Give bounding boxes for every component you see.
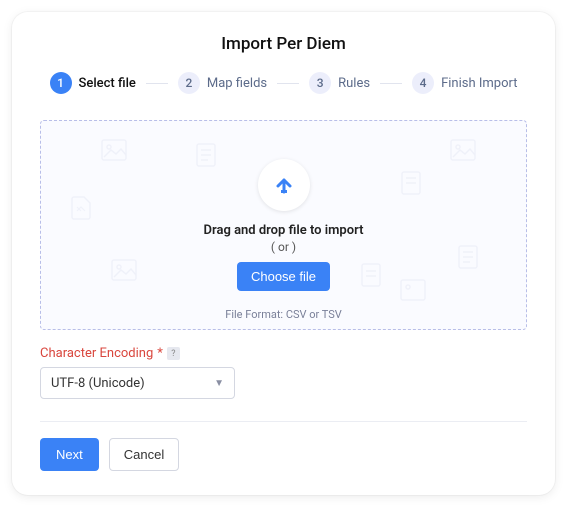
step-1[interactable]: 1 Select file xyxy=(50,72,136,94)
step-separator xyxy=(380,83,402,84)
help-icon[interactable]: ? xyxy=(167,347,180,360)
step-1-label: Select file xyxy=(79,76,136,91)
step-separator xyxy=(146,83,168,84)
cancel-button[interactable]: Cancel xyxy=(109,438,179,471)
step-2-number: 2 xyxy=(178,72,200,94)
step-4-number: 4 xyxy=(412,72,434,94)
import-dialog: Import Per Diem 1 Select file 2 Map fiel… xyxy=(12,12,555,495)
divider xyxy=(40,421,527,422)
file-dropzone[interactable]: Drag and drop file to import ( or ) Choo… xyxy=(40,120,527,330)
image-icon xyxy=(450,139,476,161)
dialog-title: Import Per Diem xyxy=(40,34,527,54)
upload-arrow-icon xyxy=(273,174,295,196)
doc-icon xyxy=(401,171,421,195)
doc-icon xyxy=(361,263,381,287)
dropzone-text: Drag and drop file to import xyxy=(204,223,364,238)
upload-icon-circle xyxy=(258,159,310,211)
step-1-number: 1 xyxy=(50,72,72,94)
step-3-label: Rules xyxy=(338,76,370,91)
image-icon xyxy=(111,259,137,281)
step-3[interactable]: 3 Rules xyxy=(309,72,370,94)
doc-icon xyxy=(458,245,478,269)
encoding-label-text: Character Encoding xyxy=(40,346,153,361)
step-2-label: Map fields xyxy=(207,76,267,91)
step-4[interactable]: 4 Finish Import xyxy=(412,72,517,94)
stepper: 1 Select file 2 Map fields 3 Rules 4 Fin… xyxy=(40,72,527,94)
image-icon xyxy=(101,139,127,161)
required-mark: * xyxy=(157,346,163,361)
file-format-hint: File Format: CSV or TSV xyxy=(225,308,342,321)
step-2[interactable]: 2 Map fields xyxy=(178,72,267,94)
encoding-select[interactable]: UTF-8 (Unicode) ▼ xyxy=(40,367,235,399)
encoding-select-value: UTF-8 (Unicode) xyxy=(51,376,145,391)
doc-icon xyxy=(196,143,216,167)
next-button[interactable]: Next xyxy=(40,438,99,471)
encoding-label: Character Encoding * ? xyxy=(40,346,527,361)
choose-file-button[interactable]: Choose file xyxy=(237,262,330,291)
image-icon xyxy=(400,279,426,301)
dropzone-or-text: ( or ) xyxy=(271,240,296,254)
dialog-actions: Next Cancel xyxy=(40,438,527,471)
chevron-down-icon: ▼ xyxy=(214,378,224,389)
step-3-number: 3 xyxy=(309,72,331,94)
step-4-label: Finish Import xyxy=(441,76,517,91)
pdf-icon xyxy=(71,196,91,220)
step-separator xyxy=(277,83,299,84)
